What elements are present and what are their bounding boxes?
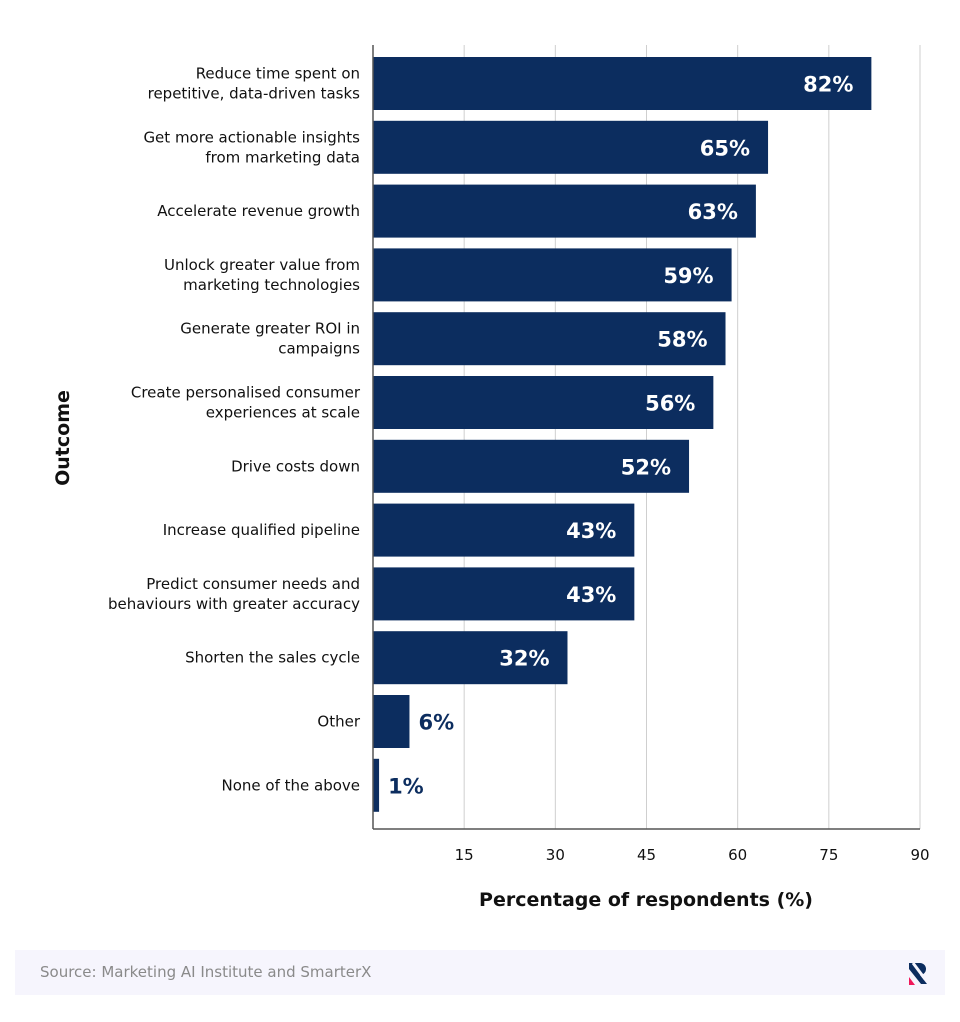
data-label: 52% <box>621 455 671 479</box>
category-label: Reduce time spent on repetitive, data-dri… <box>148 65 361 103</box>
category-label-line: Reduce time spent on <box>196 65 360 83</box>
data-label: 43% <box>566 583 616 607</box>
category-label: Accelerate revenue growth <box>157 202 360 220</box>
category-label-line: Drive costs down <box>231 457 360 475</box>
category-label-line: None of the above <box>221 776 360 794</box>
x-tick-label: 75 <box>819 846 838 864</box>
brand-logo-icon <box>909 962 927 985</box>
category-label-line: Increase qualified pipeline <box>163 521 360 539</box>
category-label-line: campaigns <box>278 340 360 358</box>
x-tick-labels: 15 30 45 60 75 90 <box>455 846 930 864</box>
category-label-line: Create personalised consumer <box>131 384 361 402</box>
category-label: Unlock greater value from marketing techn… <box>164 256 360 294</box>
bar <box>373 631 568 685</box>
data-label: 65% <box>700 136 750 160</box>
data-label: 58% <box>657 328 707 352</box>
category-label-line: Predict consumer needs and <box>146 575 360 593</box>
bar <box>373 439 690 493</box>
bar <box>373 248 732 302</box>
category-label-line: Get more actionable insights <box>143 128 360 146</box>
category-label: Create personalised consumer experiences … <box>131 384 361 422</box>
x-tick-label: 60 <box>728 846 747 864</box>
category-label-line: Shorten the sales cycle <box>185 649 360 667</box>
category-label-line: Generate greater ROI in <box>180 320 360 338</box>
data-label: 43% <box>566 519 616 543</box>
bar <box>373 57 872 110</box>
category-label-line: marketing technologies <box>183 276 360 294</box>
bar <box>373 503 635 557</box>
category-label-line: Unlock greater value from <box>164 256 360 274</box>
category-label: None of the above <box>221 776 360 794</box>
category-label-line: experiences at scale <box>206 404 360 422</box>
data-label: 32% <box>499 647 549 671</box>
category-label: Increase qualified pipeline <box>163 521 360 539</box>
category-label-line: from marketing data <box>205 148 360 166</box>
x-tick-label: 15 <box>455 846 474 864</box>
x-tick-label: 30 <box>546 846 565 864</box>
category-label: Get more actionable insights from marketi… <box>143 128 360 166</box>
x-axis-label: Percentage of respondents (%) <box>479 889 813 911</box>
bar <box>373 120 769 174</box>
category-labels: Reduce time spent on repetitive, data-dri… <box>108 65 361 795</box>
bar <box>373 376 714 429</box>
bars: 82% 65% 63% 59% 58% 56% 52% 43% 43% 32% 6% 1% <box>373 57 872 812</box>
category-label: Other <box>317 713 360 731</box>
bar <box>373 567 635 621</box>
category-label-line: Other <box>317 713 360 731</box>
category-label-line: Accelerate revenue growth <box>157 202 360 220</box>
category-label: Drive costs down <box>231 457 360 475</box>
category-label-line: repetitive, data-driven tasks <box>148 85 361 103</box>
x-tick-label: 45 <box>637 846 656 864</box>
category-label-line: behaviours with greater accuracy <box>108 595 360 613</box>
gridlines <box>463 45 921 829</box>
category-label: Predict consumer needs and behaviours wit… <box>108 575 360 613</box>
data-label: 59% <box>663 264 713 288</box>
bar <box>373 312 726 366</box>
category-label: Shorten the sales cycle <box>185 649 360 667</box>
data-label: 82% <box>803 73 853 97</box>
data-label: 56% <box>645 392 695 416</box>
x-tick-label: 90 <box>910 846 929 864</box>
source-text: Source: Marketing AI Institute and Smart… <box>40 963 372 981</box>
bar-chart: 82% 65% 63% 59% 58% 56% 52% 43% 43% 32% 6% 1% Reduc… <box>52 45 930 911</box>
data-label: 63% <box>688 200 738 224</box>
bar <box>373 758 380 812</box>
y-axis-label: Outcome <box>52 390 74 486</box>
category-label: Generate greater ROI in campaigns <box>180 320 360 358</box>
bar <box>373 184 756 238</box>
footer: Source: Marketing AI Institute and Smart… <box>15 950 945 995</box>
bar <box>373 695 410 748</box>
data-label: 1% <box>388 774 424 798</box>
data-label: 6% <box>418 711 454 735</box>
